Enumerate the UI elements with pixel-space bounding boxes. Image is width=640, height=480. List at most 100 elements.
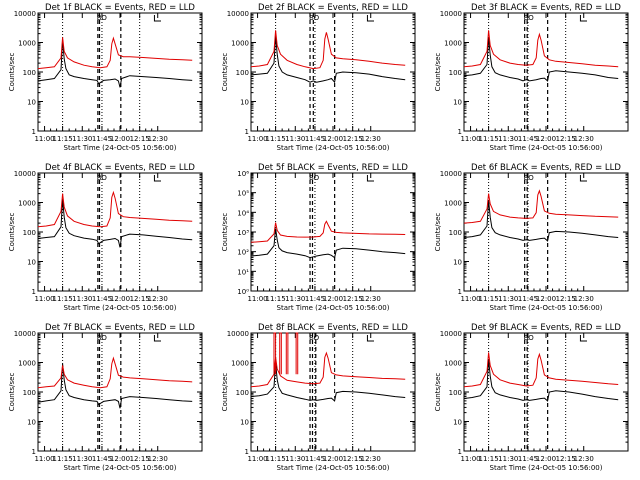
x-tick-label: 11:15 <box>266 455 286 463</box>
x-tick-label: 12:15 <box>130 295 150 303</box>
x-tick-label: 12:15 <box>556 135 576 143</box>
x-axis-label: Start Time (24-Oct-05 10:56:00) <box>277 144 390 152</box>
y-tick-label: 1 <box>32 288 36 296</box>
x-axis-label: Start Time (24-Oct-05 10:56:00) <box>490 464 603 472</box>
y-tick-label: 1000 <box>231 40 249 48</box>
y-tick-label: 1000 <box>18 40 36 48</box>
y-axis-label: Counts/sec <box>434 373 442 412</box>
x-tick-label: 12:30 <box>361 295 381 303</box>
y-tick-label: 10 <box>240 419 249 427</box>
chart-panel-1: Det 1f BLACK = Events, RED = LLD 1 10 100 10… <box>8 3 203 152</box>
x-tick-label: 11:45 <box>92 295 112 303</box>
x-tick-label: 12:00 <box>536 455 556 463</box>
x-tick-label: 12:30 <box>148 455 168 463</box>
y-tick-label: 1 <box>32 448 36 456</box>
y-axis-label: Counts/sec <box>221 213 229 252</box>
y-tick-label: 10000 <box>14 10 36 18</box>
x-tick-label: 11:15 <box>53 135 73 143</box>
x-axis-label: Start Time (24-Oct-05 10:56:00) <box>64 144 177 152</box>
x-tick-label: 12:00 <box>323 135 343 143</box>
x-tick-label: 12:00 <box>536 135 556 143</box>
x-tick-label: 11:30 <box>498 295 518 303</box>
chart-title: Det 7f BLACK = Events, RED = LLD <box>45 323 195 333</box>
x-tick-label: 12:15 <box>343 295 363 303</box>
chart-title: Det 5f BLACK = Events, RED = LLD <box>258 163 408 173</box>
y-axis-label: Counts/sec <box>434 213 442 252</box>
flag-mark: BO <box>524 334 535 342</box>
y-tick-label: 1 <box>245 448 249 456</box>
corner-mark <box>579 335 587 342</box>
x-tick-label: 12:00 <box>323 295 343 303</box>
x-tick-label: 12:15 <box>343 455 363 463</box>
x-tick-label: 12:15 <box>130 455 150 463</box>
flag-mark: BO <box>309 174 320 182</box>
x-tick-label: 11:00 <box>247 295 267 303</box>
y-tick-label: 1 <box>458 128 462 136</box>
y-tick-label: 10 <box>453 99 462 107</box>
y-tick-label: 1000 <box>444 360 462 368</box>
y-axis-label: Counts/sec <box>221 53 229 92</box>
y-tick-label: 10⁴ <box>237 209 249 217</box>
events-series-line <box>463 359 619 402</box>
x-tick-label: 11:30 <box>285 295 305 303</box>
x-tick-label: 11:00 <box>34 135 54 143</box>
x-tick-label: 11:30 <box>498 135 518 143</box>
x-tick-label: 11:15 <box>266 295 286 303</box>
chart-panel-6: Det 6f BLACK = Events, RED = LLD 1 10 100 10… <box>434 163 629 312</box>
lld-series-line <box>37 36 193 70</box>
y-tick-label: 10⁶ <box>237 170 249 178</box>
x-tick-label: 12:30 <box>361 135 381 143</box>
lld-series-line <box>463 189 619 224</box>
plot-frame <box>37 172 203 292</box>
lld-spike <box>295 332 299 375</box>
chart-title: Det 3f BLACK = Events, RED = LLD <box>471 3 621 13</box>
events-series-line <box>463 200 619 242</box>
chart-title: Det 4f BLACK = Events, RED = LLD <box>45 163 195 173</box>
y-tick-label: 1000 <box>18 360 36 368</box>
x-tick-label: 11:45 <box>518 135 538 143</box>
plot-frame <box>37 12 203 132</box>
plot-frame <box>463 332 629 452</box>
corner-mark <box>579 15 587 22</box>
corner-mark <box>153 15 161 22</box>
flag-mark: BO <box>309 334 320 342</box>
chart-panel-5: Det 5f BLACK = Events, RED = LLD 10⁰ 10¹ 10… <box>221 163 416 312</box>
x-axis-label: Start Time (24-Oct-05 10:56:00) <box>277 304 390 312</box>
plot-frame <box>37 332 203 452</box>
y-tick-label: 10³ <box>237 229 249 237</box>
x-tick-label: 11:45 <box>92 455 112 463</box>
x-axis-label: Start Time (24-Oct-05 10:56:00) <box>490 304 603 312</box>
x-tick-label: 11:30 <box>72 135 92 143</box>
x-tick-label: 11:30 <box>285 455 305 463</box>
x-tick-label: 11:45 <box>305 135 325 143</box>
chart-panel-4: Det 4f BLACK = Events, RED = LLD 1 10 100 10… <box>8 163 203 312</box>
y-tick-label: 10¹ <box>237 268 249 276</box>
flag-mark: BO <box>309 14 320 22</box>
x-tick-label: 12:30 <box>148 135 168 143</box>
x-tick-label: 12:15 <box>556 295 576 303</box>
x-tick-label: 12:30 <box>574 135 594 143</box>
x-tick-label: 11:45 <box>92 135 112 143</box>
y-tick-label: 10000 <box>440 170 462 178</box>
events-series-line <box>250 228 406 259</box>
y-axis-label: Counts/sec <box>8 373 16 412</box>
chart-panel-7: Det 7f BLACK = Events, RED = LLD 1 10 100 10… <box>8 323 203 472</box>
lld-series-line <box>250 30 406 70</box>
x-tick-label: 11:00 <box>460 295 480 303</box>
y-axis-label: Counts/sec <box>221 373 229 412</box>
x-tick-label: 11:15 <box>266 135 286 143</box>
y-tick-label: 10⁵ <box>237 190 249 198</box>
y-tick-label: 100 <box>449 389 462 397</box>
x-tick-label: 11:45 <box>305 295 325 303</box>
x-tick-label: 12:00 <box>110 135 130 143</box>
y-tick-label: 100 <box>449 69 462 77</box>
corner-mark <box>153 175 161 182</box>
chart-title: Det 1f BLACK = Events, RED = LLD <box>45 3 195 13</box>
events-series-line <box>37 40 193 88</box>
x-tick-label: 11:30 <box>72 455 92 463</box>
x-tick-label: 11:00 <box>247 135 267 143</box>
y-tick-label: 10 <box>453 419 462 427</box>
x-tick-label: 12:15 <box>343 135 363 143</box>
lld-series-line <box>250 220 406 243</box>
